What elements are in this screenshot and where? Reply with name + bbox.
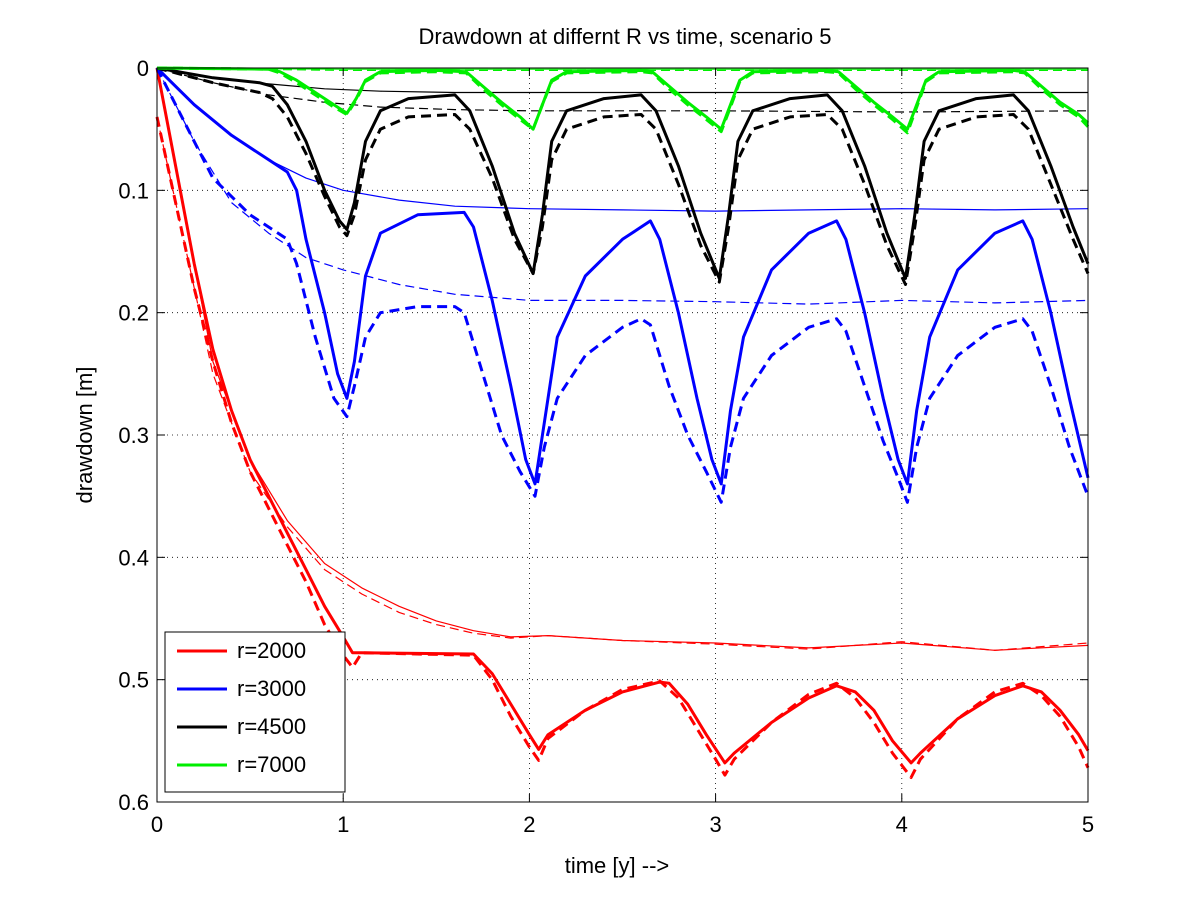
x-tick-label: 2: [523, 812, 535, 837]
series-line-7: [156, 67, 1089, 305]
legend-label: r=4500: [237, 714, 306, 739]
x-tick-label: 0: [151, 812, 163, 837]
series-line-6: [156, 67, 1089, 212]
series-line-4: [155, 66, 1090, 486]
y-tick-label: 0.5: [118, 668, 149, 693]
series-line-10: [156, 67, 1088, 94]
series-line-3: [156, 116, 1089, 651]
y-tick-label: 0.3: [118, 423, 149, 448]
series-line-8: [156, 66, 1090, 280]
legend-label: r=3000: [237, 676, 306, 701]
x-tick-label: 4: [896, 812, 908, 837]
chart-title: Drawdown at differnt R vs time, scenario…: [419, 24, 832, 49]
y-tick-label: 0.6: [118, 790, 149, 815]
y-axis-label: drawdown [m]: [72, 367, 97, 504]
y-tick-label: 0.4: [118, 545, 149, 570]
y-tick-label: 0: [137, 56, 149, 81]
y-tick-label: 0.1: [118, 178, 149, 203]
series-line-11: [156, 67, 1089, 113]
x-tick-label: 5: [1082, 812, 1094, 837]
series-line-0: [155, 67, 1090, 765]
x-tick-label: 3: [709, 812, 721, 837]
series-line-9: [156, 66, 1090, 286]
series-line-2: [156, 67, 1089, 651]
x-tick-label: 1: [337, 812, 349, 837]
y-tick-label: 0.2: [118, 301, 149, 326]
series-line-13: [156, 66, 1090, 135]
plot-area: 0 1 2 3 4 5 0 0.1 0.2 0.3 0.4 0.5 0.6 r=2000 r=3000 r=4…: [118, 56, 1094, 837]
series-line-14: [156, 67, 1088, 70]
series-line-5: [155, 67, 1090, 504]
x-axis-label: time [y] -->: [565, 853, 670, 878]
series-line-15: [156, 67, 1088, 71]
legend-label: r=7000: [237, 752, 306, 777]
legend-label: r=2000: [237, 638, 306, 663]
